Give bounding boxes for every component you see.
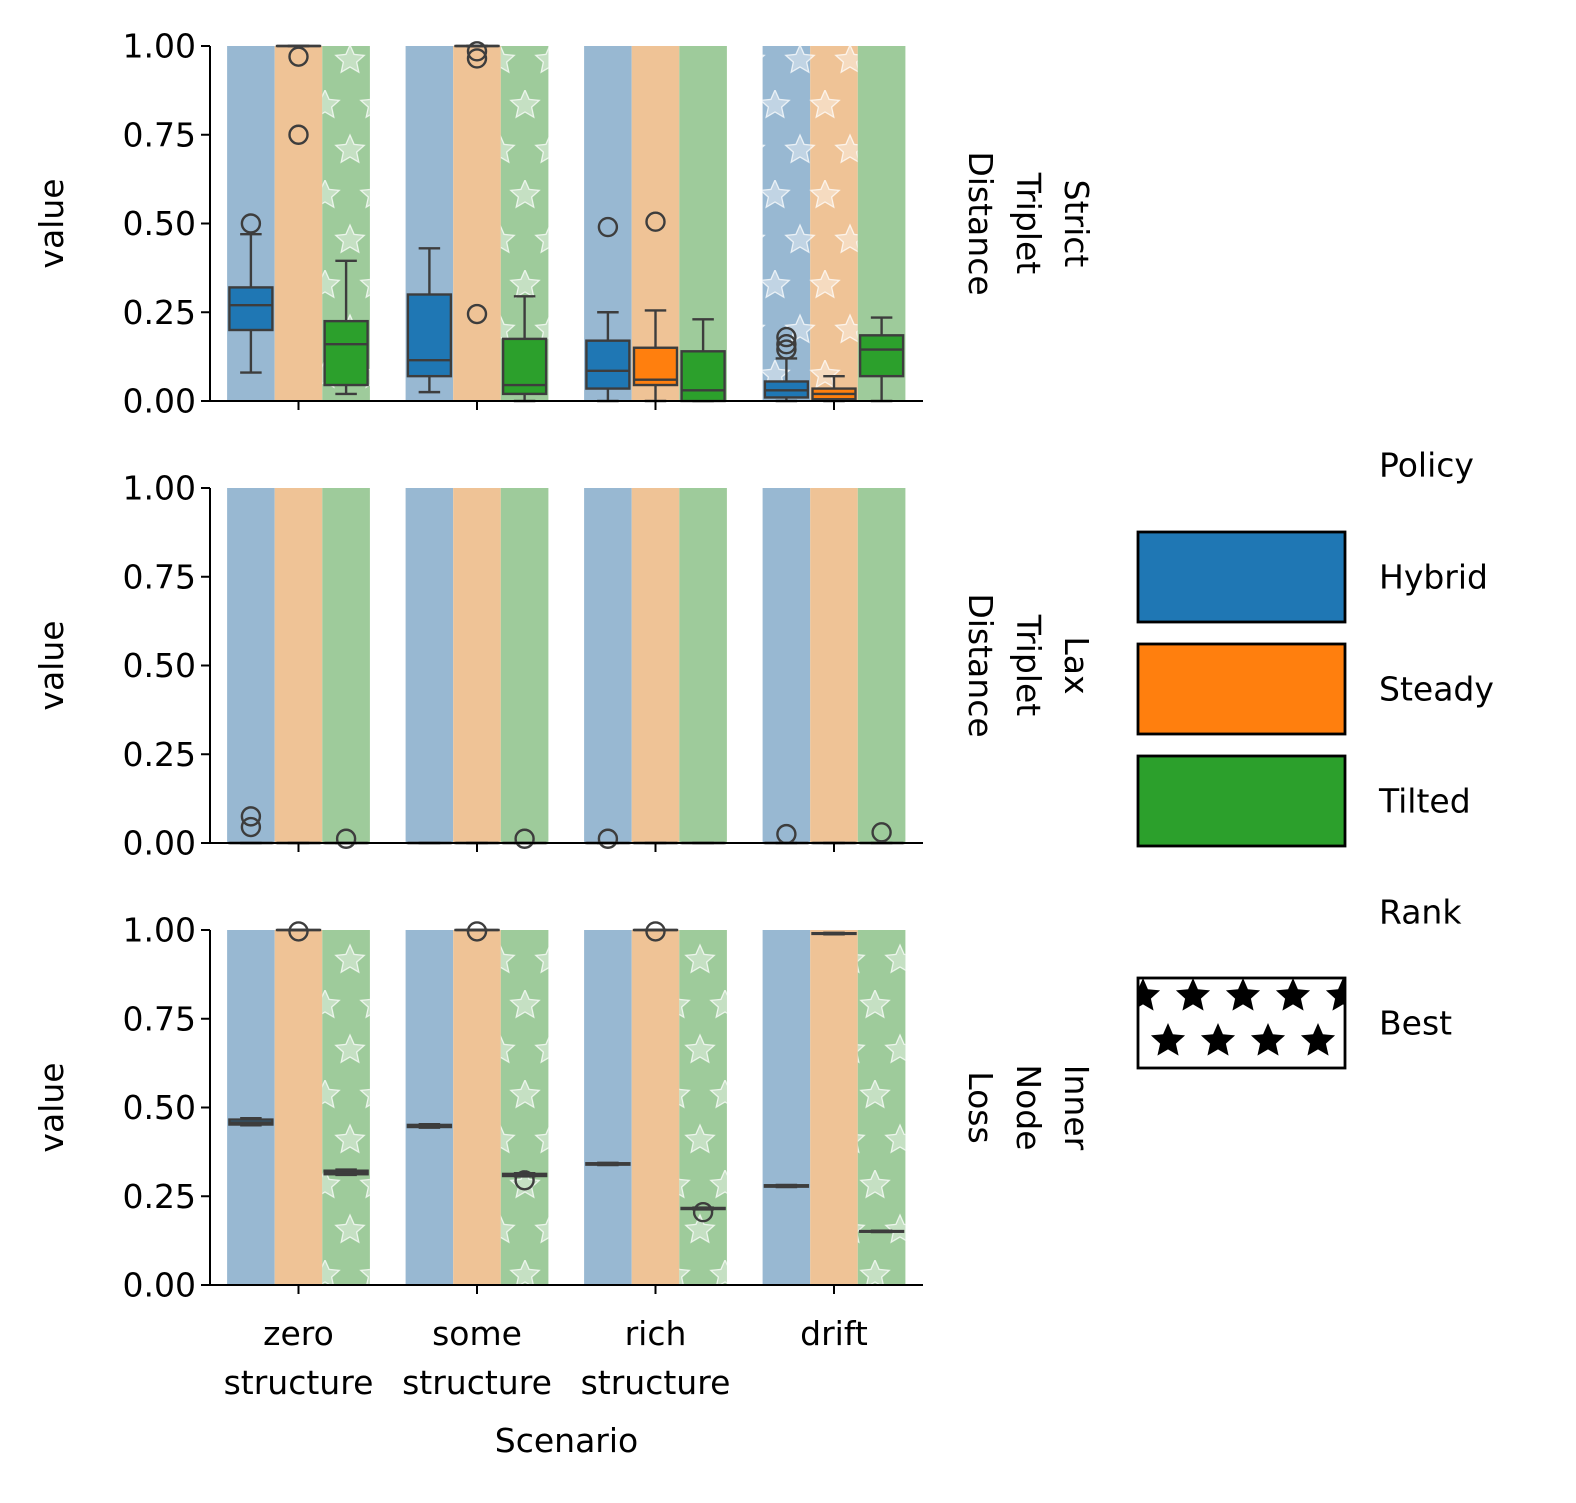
y-tick-label: 1.00 bbox=[123, 469, 196, 508]
legend: Policy Hybrid Steady Tilted Rank Best bbox=[1138, 446, 1494, 1069]
x-tick-label: structure bbox=[224, 1363, 374, 1402]
row-label: Triplet bbox=[1009, 614, 1048, 716]
best-rank-hatch bbox=[763, 46, 811, 401]
box-hybrid bbox=[229, 1118, 272, 1125]
y-tick-label: 0.50 bbox=[123, 204, 196, 243]
background-bar-tilted bbox=[322, 488, 370, 843]
background-bar-steady bbox=[810, 930, 858, 1285]
y-tick-label: 0.75 bbox=[123, 999, 196, 1038]
box-hybrid bbox=[765, 1185, 808, 1187]
row-label: Node bbox=[1009, 1064, 1048, 1150]
background-bar-steady bbox=[275, 930, 323, 1285]
row-label: Distance bbox=[961, 151, 1000, 295]
background-bar-hybrid bbox=[584, 488, 632, 843]
background-bar-steady bbox=[453, 930, 501, 1285]
background-bar-hybrid bbox=[227, 488, 275, 843]
legend-label: Steady bbox=[1379, 670, 1494, 709]
background-bar-steady bbox=[632, 488, 680, 843]
box-iqr bbox=[408, 295, 451, 377]
y-axis-label: value bbox=[32, 620, 71, 710]
y-tick-label: 0.00 bbox=[123, 1266, 196, 1305]
y-tick-label: 0.75 bbox=[123, 557, 196, 596]
best-rank-hatch bbox=[501, 930, 549, 1285]
legend-swatch-best bbox=[1138, 978, 1345, 1068]
background-bar-steady bbox=[453, 488, 501, 843]
box-tilted bbox=[860, 1231, 903, 1232]
y-tick-label: 1.00 bbox=[123, 27, 196, 66]
background-bar-hybrid bbox=[584, 930, 632, 1285]
row-label: Lax bbox=[1057, 636, 1096, 694]
background-bar-steady bbox=[453, 46, 501, 401]
row-label: Distance bbox=[961, 593, 1000, 737]
x-axis-label: Scenario bbox=[495, 1421, 638, 1460]
y-tick-label: 0.25 bbox=[123, 1177, 196, 1216]
legend-label: Tilted bbox=[1378, 782, 1471, 821]
background-bar-tilted bbox=[679, 488, 727, 843]
background-bar-hybrid bbox=[406, 930, 454, 1285]
background-bar-steady bbox=[810, 488, 858, 843]
background-bar-steady bbox=[632, 930, 680, 1285]
legend-title-rank: Rank bbox=[1379, 893, 1462, 932]
legend-swatch-tilted bbox=[1138, 756, 1345, 846]
box-hybrid bbox=[586, 1163, 629, 1165]
x-tick-label: zero bbox=[263, 1314, 334, 1353]
legend-title-policy: Policy bbox=[1379, 446, 1474, 485]
legend-label: Best bbox=[1379, 1004, 1452, 1043]
y-tick-label: 0.50 bbox=[123, 1088, 196, 1127]
background-bar-hybrid bbox=[763, 930, 811, 1285]
panel-1: 0.00 0.25 0.50 0.75 1.00 value StrictTripletDi… bbox=[32, 27, 1096, 421]
legend-swatch-steady bbox=[1138, 644, 1345, 734]
y-tick-label: 0.50 bbox=[123, 646, 196, 685]
best-rank-hatch bbox=[322, 930, 370, 1285]
panel-2: 0.00 0.25 0.50 0.75 1.00 value LaxTripletDista… bbox=[32, 469, 1096, 863]
legend-swatch-hybrid bbox=[1138, 532, 1345, 622]
legend-label: Hybrid bbox=[1379, 558, 1488, 597]
background-bar-steady bbox=[275, 46, 323, 401]
y-tick-label: 0.25 bbox=[123, 293, 196, 332]
x-tick-label: structure bbox=[581, 1363, 731, 1402]
box-steady bbox=[813, 933, 856, 934]
box-iqr bbox=[229, 287, 272, 330]
y-tick-label: 0.25 bbox=[123, 735, 196, 774]
box-iqr bbox=[860, 335, 903, 376]
background-bar-tilted bbox=[501, 488, 549, 843]
background-bar-steady bbox=[275, 488, 323, 843]
box-hybrid bbox=[408, 1124, 451, 1128]
box-tilted bbox=[325, 1170, 368, 1175]
row-label: Inner bbox=[1057, 1065, 1096, 1151]
y-tick-label: 0.00 bbox=[123, 382, 196, 421]
best-rank-hatch bbox=[679, 930, 727, 1285]
background-bar-hybrid bbox=[763, 488, 811, 843]
x-tick-label: some bbox=[432, 1314, 522, 1353]
row-label: Strict bbox=[1057, 180, 1096, 268]
y-axis-label: value bbox=[32, 1062, 71, 1152]
x-tick-label: rich bbox=[625, 1314, 687, 1353]
y-tick-label: 0.75 bbox=[123, 115, 196, 154]
box-iqr bbox=[682, 351, 725, 401]
box-iqr bbox=[325, 321, 368, 385]
y-axis-label: value bbox=[32, 178, 71, 268]
y-tick-label: 0.00 bbox=[123, 824, 196, 863]
background-bar-tilted bbox=[858, 488, 906, 843]
best-rank-hatch bbox=[810, 46, 858, 401]
row-label: Triplet bbox=[1009, 172, 1048, 274]
row-label: Loss bbox=[961, 1071, 1000, 1143]
x-tick-label: structure bbox=[402, 1363, 552, 1402]
y-tick-label: 1.00 bbox=[123, 911, 196, 950]
background-bar-hybrid bbox=[227, 930, 275, 1285]
box-iqr bbox=[586, 341, 629, 389]
background-bar-hybrid bbox=[406, 488, 454, 843]
x-tick-label: drift bbox=[800, 1314, 868, 1353]
